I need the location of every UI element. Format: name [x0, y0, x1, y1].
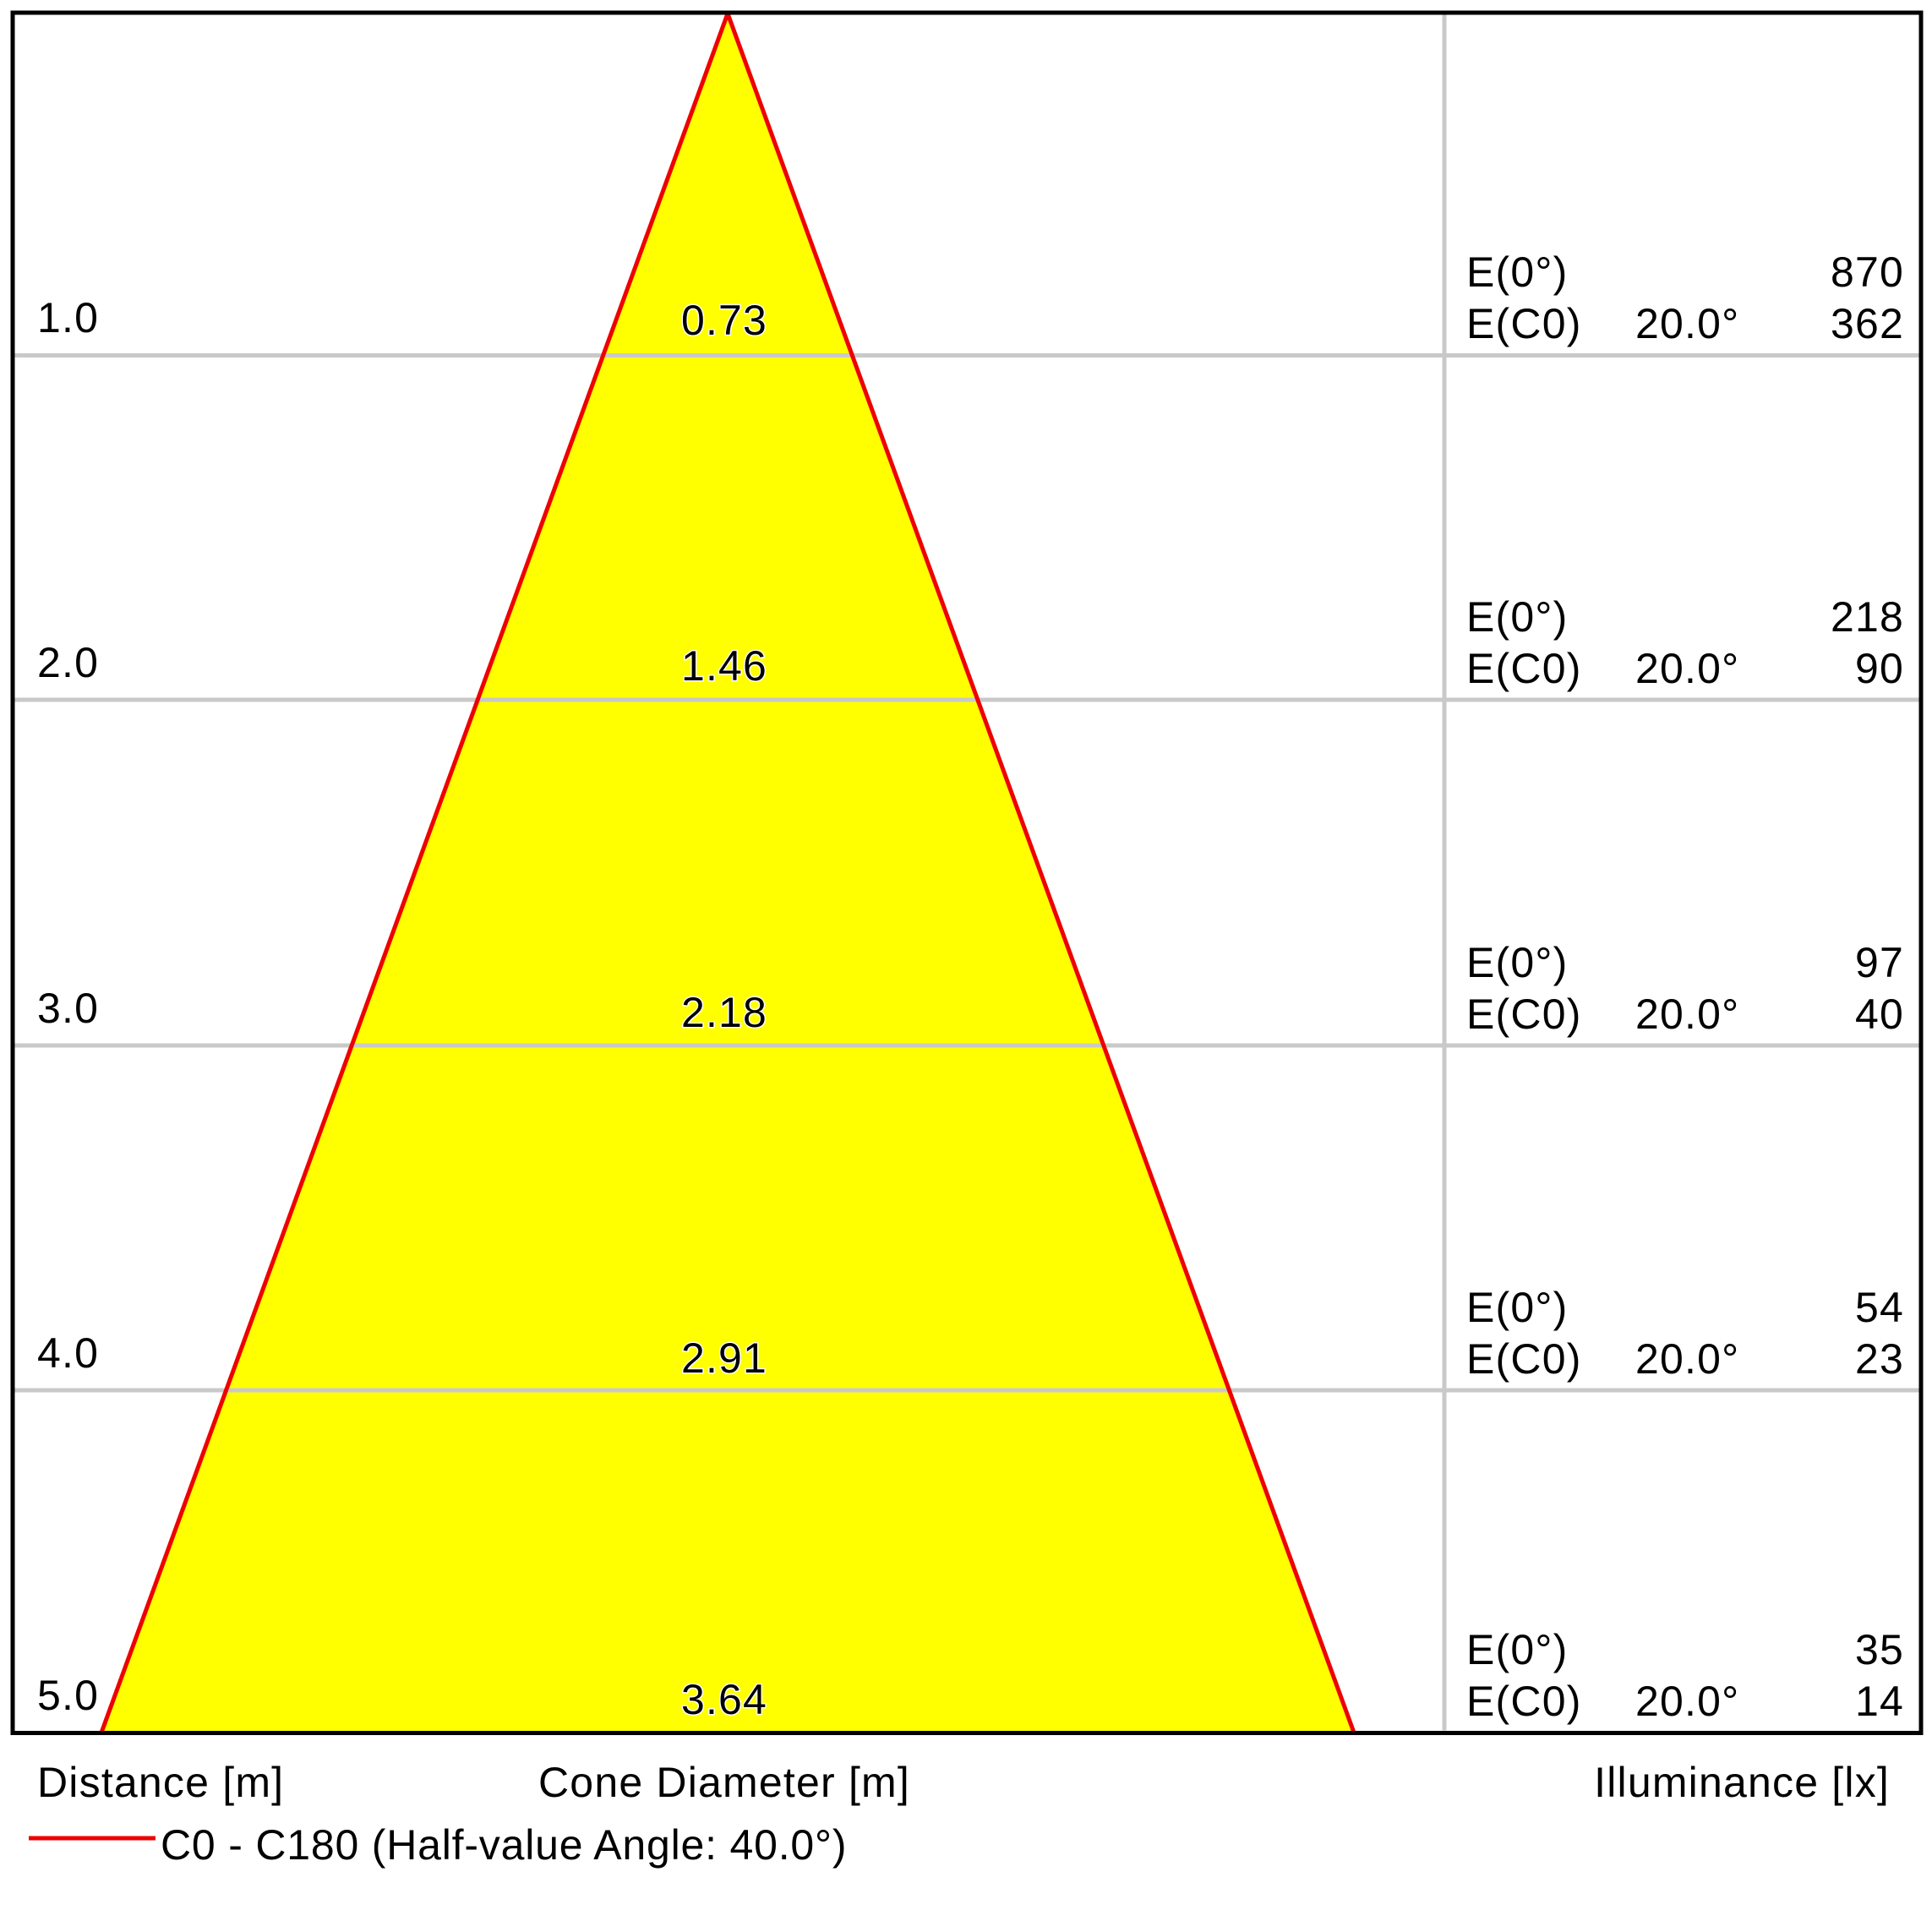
svg-text:E(C0): E(C0)	[1466, 1335, 1582, 1383]
svg-text:E(C0): E(C0)	[1466, 1678, 1582, 1725]
svg-text:E(C0): E(C0)	[1466, 300, 1582, 347]
svg-text:C0 - C180 (Half-value Angle: 4: C0 - C180 (Half-value Angle: 40.0°)	[161, 1821, 847, 1869]
svg-text:218: 218	[1831, 593, 1904, 641]
svg-text:E(0°): E(0°)	[1466, 593, 1568, 641]
svg-text:2.91: 2.91	[681, 1334, 767, 1382]
svg-text:Illuminance [lx]: Illuminance [lx]	[1594, 1759, 1890, 1806]
svg-text:Cone Diameter [m]: Cone Diameter [m]	[538, 1759, 910, 1806]
svg-text:20.0°: 20.0°	[1635, 991, 1739, 1038]
svg-text:E(C0): E(C0)	[1466, 645, 1582, 692]
svg-text:E(0°): E(0°)	[1466, 248, 1568, 296]
svg-text:20.0°: 20.0°	[1635, 1678, 1739, 1725]
svg-text:5.0: 5.0	[37, 1672, 99, 1719]
svg-text:E(0°): E(0°)	[1466, 939, 1568, 986]
svg-text:20.0°: 20.0°	[1635, 645, 1739, 692]
svg-text:3.0: 3.0	[37, 985, 99, 1032]
svg-text:870: 870	[1831, 248, 1904, 296]
svg-text:E(0°): E(0°)	[1466, 1284, 1568, 1331]
svg-text:0.73: 0.73	[681, 297, 767, 344]
svg-text:4.0: 4.0	[37, 1329, 99, 1377]
svg-text:2.18: 2.18	[681, 989, 767, 1036]
svg-text:14: 14	[1855, 1678, 1904, 1725]
svg-text:E(0°): E(0°)	[1466, 1626, 1568, 1673]
svg-text:E(C0): E(C0)	[1466, 991, 1582, 1038]
svg-text:54: 54	[1855, 1284, 1904, 1331]
svg-text:40: 40	[1855, 991, 1904, 1038]
svg-text:90: 90	[1855, 645, 1904, 692]
svg-text:23: 23	[1855, 1335, 1904, 1383]
svg-text:1.46: 1.46	[681, 642, 767, 690]
svg-text:97: 97	[1855, 939, 1904, 986]
svg-text:3.64: 3.64	[681, 1676, 767, 1723]
svg-text:20.0°: 20.0°	[1635, 300, 1739, 347]
svg-text:20.0°: 20.0°	[1635, 1335, 1739, 1383]
svg-text:Distance [m]: Distance [m]	[37, 1759, 284, 1806]
svg-text:1.0: 1.0	[37, 294, 99, 341]
svg-text:35: 35	[1855, 1626, 1904, 1673]
svg-text:2.0: 2.0	[37, 639, 99, 686]
svg-text:362: 362	[1831, 300, 1904, 347]
